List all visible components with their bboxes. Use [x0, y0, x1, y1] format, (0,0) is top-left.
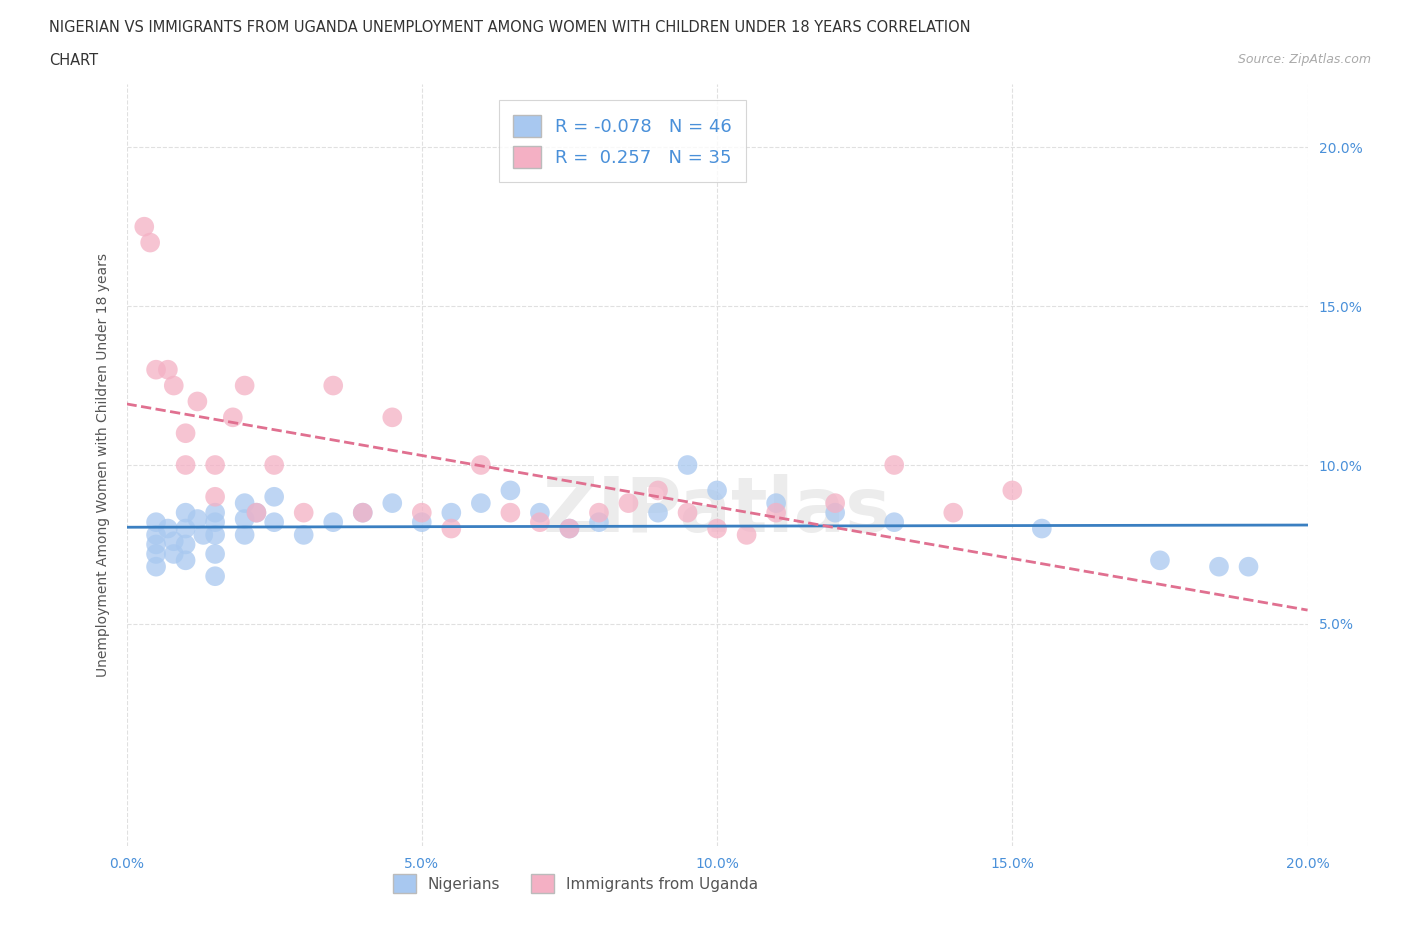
Point	[263, 458, 285, 472]
Point	[470, 458, 492, 472]
Point	[263, 515, 285, 530]
Text: Source: ZipAtlas.com: Source: ZipAtlas.com	[1237, 53, 1371, 66]
Point	[263, 489, 285, 504]
Point	[440, 505, 463, 520]
Point	[292, 527, 315, 542]
Point	[883, 515, 905, 530]
Point	[145, 537, 167, 551]
Point	[558, 521, 581, 536]
Point	[204, 569, 226, 584]
Point	[222, 410, 245, 425]
Point	[1149, 552, 1171, 567]
Point	[145, 527, 167, 542]
Point	[139, 235, 162, 250]
Point	[233, 527, 256, 542]
Point	[824, 505, 846, 520]
Point	[174, 458, 197, 472]
Point	[352, 505, 374, 520]
Point	[204, 458, 226, 472]
Point	[245, 505, 267, 520]
Point	[499, 483, 522, 498]
Point	[145, 515, 167, 530]
Point	[883, 458, 905, 472]
Point	[174, 505, 197, 520]
Point	[1031, 521, 1053, 536]
Point	[529, 505, 551, 520]
Point	[145, 363, 167, 378]
Point	[204, 547, 226, 562]
Text: NIGERIAN VS IMMIGRANTS FROM UGANDA UNEMPLOYMENT AMONG WOMEN WITH CHILDREN UNDER : NIGERIAN VS IMMIGRANTS FROM UGANDA UNEMP…	[49, 20, 970, 35]
Point	[233, 496, 256, 511]
Point	[145, 559, 167, 574]
Point	[322, 379, 344, 393]
Point	[233, 379, 256, 393]
Point	[765, 496, 787, 511]
Point	[529, 515, 551, 530]
Point	[706, 521, 728, 536]
Point	[204, 515, 226, 530]
Point	[186, 512, 208, 526]
Point	[1208, 559, 1230, 574]
Point	[156, 521, 179, 536]
Point	[174, 521, 197, 536]
Point	[588, 505, 610, 520]
Point	[174, 537, 197, 551]
Point	[676, 458, 699, 472]
Point	[233, 512, 256, 526]
Point	[174, 552, 197, 567]
Point	[204, 489, 226, 504]
Point	[440, 521, 463, 536]
Point	[204, 527, 226, 542]
Point	[706, 483, 728, 498]
Point	[245, 505, 267, 520]
Point	[647, 483, 669, 498]
Text: CHART: CHART	[49, 53, 98, 68]
Point	[381, 410, 404, 425]
Point	[145, 547, 167, 562]
Point	[156, 363, 179, 378]
Point	[381, 496, 404, 511]
Point	[470, 496, 492, 511]
Point	[411, 505, 433, 520]
Point	[1237, 559, 1260, 574]
Legend: Nigerians, Immigrants from Uganda: Nigerians, Immigrants from Uganda	[382, 863, 769, 903]
Point	[588, 515, 610, 530]
Point	[352, 505, 374, 520]
Point	[1001, 483, 1024, 498]
Y-axis label: Unemployment Among Women with Children Under 18 years: Unemployment Among Women with Children U…	[96, 253, 110, 677]
Point	[322, 515, 344, 530]
Point	[617, 496, 640, 511]
Point	[942, 505, 965, 520]
Text: ZIPatlas: ZIPatlas	[543, 473, 891, 548]
Point	[735, 527, 758, 542]
Point	[186, 394, 208, 409]
Point	[292, 505, 315, 520]
Point	[411, 515, 433, 530]
Point	[647, 505, 669, 520]
Point	[134, 219, 156, 234]
Point	[163, 547, 186, 562]
Point	[163, 534, 186, 549]
Point	[676, 505, 699, 520]
Point	[499, 505, 522, 520]
Point	[204, 505, 226, 520]
Point	[765, 505, 787, 520]
Point	[174, 426, 197, 441]
Point	[193, 527, 215, 542]
Point	[824, 496, 846, 511]
Point	[163, 379, 186, 393]
Point	[558, 521, 581, 536]
